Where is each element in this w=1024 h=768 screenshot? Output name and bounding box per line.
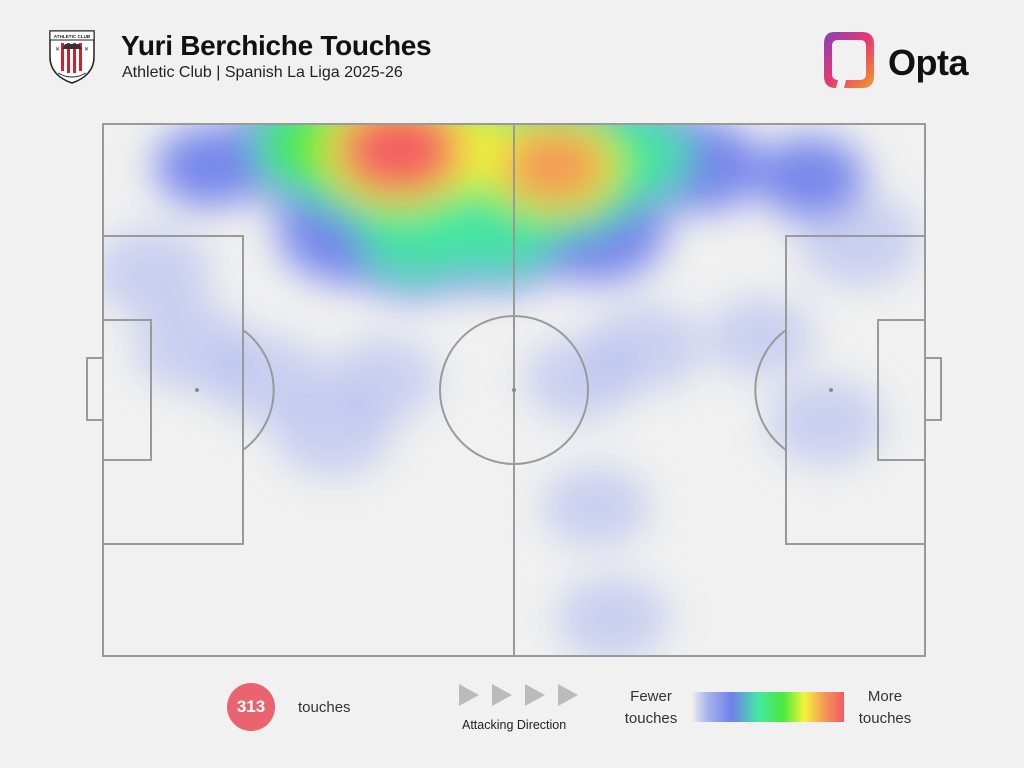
opta-brand-label: Opta bbox=[888, 42, 969, 83]
legend-more-label: More touches bbox=[850, 686, 920, 730]
legend-more-line1: More bbox=[867, 688, 903, 705]
svg-text:✕: ✕ bbox=[84, 47, 89, 53]
page-title: Yuri Berchiche Touches bbox=[121, 30, 432, 61]
heat-blob-0-level-6 bbox=[347, 124, 451, 189]
page-subtitle: Athletic Club | Spanish La Liga 2025-26 bbox=[122, 64, 403, 81]
heat-blob-22-level-0 bbox=[542, 467, 650, 547]
legend-fewer-label: Fewer touches bbox=[616, 686, 686, 730]
svg-text:ATHLETIC CLUB: ATHLETIC CLUB bbox=[54, 34, 91, 39]
heat-legend-bar bbox=[692, 692, 844, 722]
svg-text:✕: ✕ bbox=[55, 47, 60, 53]
opta-logo-icon bbox=[824, 32, 874, 88]
legend-fewer-line1: Fewer bbox=[630, 688, 672, 705]
heat-blob-13-level-0 bbox=[103, 228, 212, 317]
heat-blob-21-level-0 bbox=[707, 297, 814, 377]
attacking-direction-arrows-icon bbox=[459, 684, 578, 706]
heat-blob-10-level-1 bbox=[758, 138, 862, 216]
heat-blob-20-level-0 bbox=[768, 378, 885, 466]
legend-more-line2: touches bbox=[858, 710, 912, 727]
heat-blob-12-level-1 bbox=[158, 128, 262, 205]
heat-blob-3-level-5 bbox=[503, 128, 607, 205]
heat-blob-23-level-0 bbox=[556, 576, 669, 656]
athletic-club-crest-icon: ATHLETIC CLUB ✕ ✕ bbox=[49, 30, 95, 84]
legend-fewer-line2: touches bbox=[624, 710, 678, 727]
heat-blob-17-level-0 bbox=[327, 338, 438, 421]
touch-count-badge: 313 bbox=[227, 683, 275, 731]
touch-count-label: touches bbox=[298, 699, 351, 716]
heat-blob-11-level-0 bbox=[798, 195, 921, 287]
heat-blob-19-level-0 bbox=[588, 304, 703, 391]
attacking-direction-label: Attacking Direction bbox=[462, 718, 567, 732]
pitch-heatmap bbox=[86, 123, 942, 657]
heat-blob-6-level-2 bbox=[360, 199, 471, 283]
